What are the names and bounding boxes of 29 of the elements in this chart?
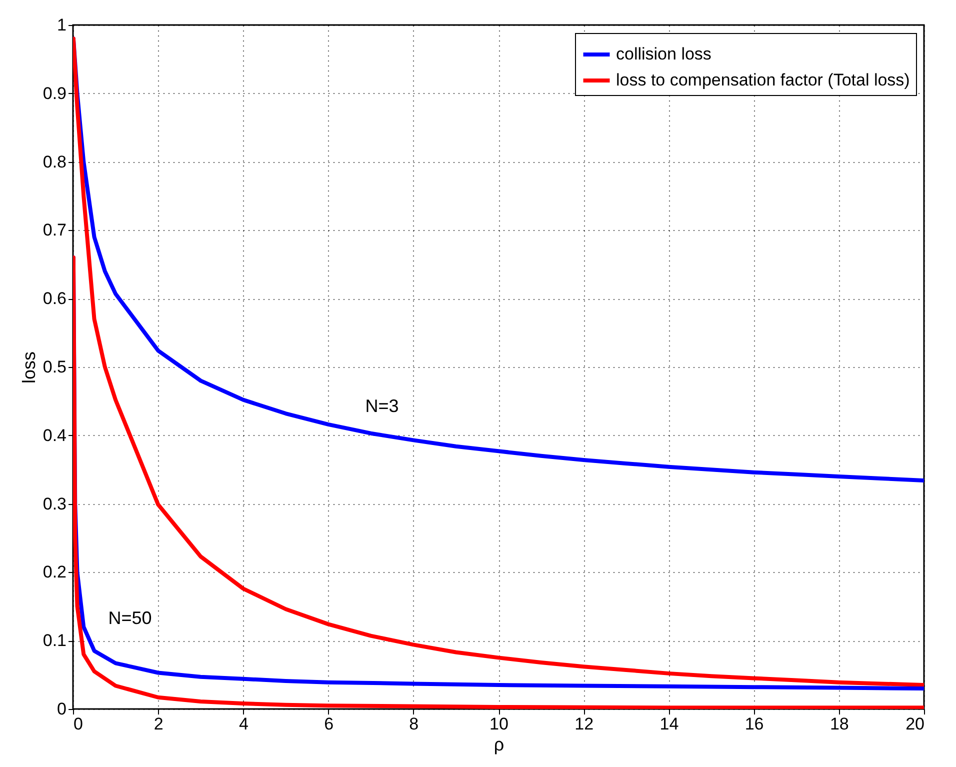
y-tick-label: 0.1 [42,631,66,650]
x-tick-label: 12 [574,714,594,734]
y-tick-label: 0.8 [42,152,66,172]
x-tick-label: 18 [830,714,849,734]
y-tick-label: 0.4 [42,426,66,445]
y-axis-title: loss [18,351,39,384]
x-tick-label: 8 [409,714,419,734]
annotation: N=50 [108,608,152,628]
x-tick-label: 20 [906,714,924,734]
y-tick-label: 0.7 [42,220,66,240]
y-tick-label: 0.9 [42,84,66,103]
x-tick-label: 10 [490,714,508,734]
legend-label: collision loss [616,44,712,64]
annotation: N=3 [365,396,399,416]
x-tick-label: 0 [74,714,83,734]
x-tick-label: 2 [154,714,164,734]
legend-label: loss to compensation factor (Total loss) [616,70,910,90]
x-tick-label: 4 [238,714,248,734]
line-series [73,36,924,688]
x-tick-label: 6 [324,714,334,734]
x-axis-title: ρ [494,734,504,754]
x-tick-label: 16 [744,714,764,734]
y-tick-label: 0.6 [42,289,66,308]
y-tick-label: 0.2 [42,562,66,582]
y-tick-label: 0.3 [42,494,66,514]
y-tick-label: 0 [57,700,66,718]
x-tick-label: 14 [660,714,679,734]
y-tick-label: 0.5 [42,358,66,376]
y-tick-label: 1 [57,16,66,34]
